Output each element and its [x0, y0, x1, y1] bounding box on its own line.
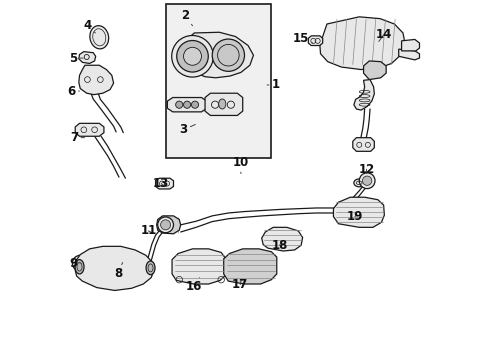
Ellipse shape — [353, 179, 364, 187]
Polygon shape — [333, 197, 384, 227]
Polygon shape — [75, 246, 154, 291]
Polygon shape — [79, 51, 96, 63]
Circle shape — [171, 36, 213, 77]
Circle shape — [72, 255, 88, 271]
Text: 18: 18 — [271, 239, 287, 252]
Circle shape — [362, 176, 371, 185]
Text: 16: 16 — [185, 278, 202, 293]
Circle shape — [176, 41, 208, 72]
Text: 6: 6 — [67, 85, 80, 98]
Text: 2: 2 — [181, 9, 192, 26]
Circle shape — [158, 217, 173, 233]
Polygon shape — [352, 138, 373, 151]
Polygon shape — [79, 65, 113, 95]
Ellipse shape — [75, 260, 84, 274]
Polygon shape — [155, 178, 173, 189]
Circle shape — [160, 220, 170, 230]
Bar — [165, 4, 271, 158]
Circle shape — [212, 39, 244, 71]
Polygon shape — [223, 249, 276, 284]
Circle shape — [183, 101, 190, 108]
Circle shape — [175, 101, 183, 108]
Polygon shape — [75, 123, 104, 136]
Polygon shape — [308, 36, 322, 45]
Circle shape — [191, 101, 198, 108]
Polygon shape — [156, 216, 180, 234]
Text: 15: 15 — [292, 32, 312, 45]
Text: 12: 12 — [358, 163, 374, 176]
Text: 3: 3 — [179, 123, 195, 136]
Polygon shape — [172, 249, 225, 284]
Text: 11: 11 — [140, 224, 156, 238]
Text: 19: 19 — [346, 210, 363, 223]
Text: 9: 9 — [69, 257, 80, 270]
Polygon shape — [261, 227, 302, 251]
Polygon shape — [204, 93, 242, 116]
Circle shape — [359, 173, 374, 189]
Circle shape — [183, 47, 201, 65]
Polygon shape — [353, 80, 373, 110]
Polygon shape — [401, 40, 419, 51]
Polygon shape — [178, 32, 253, 78]
Polygon shape — [398, 49, 419, 60]
Ellipse shape — [218, 99, 225, 109]
Text: 14: 14 — [375, 28, 391, 41]
Ellipse shape — [90, 26, 108, 49]
Circle shape — [76, 259, 84, 267]
Text: 10: 10 — [232, 156, 248, 174]
Text: 17: 17 — [232, 278, 248, 291]
Polygon shape — [363, 61, 386, 80]
Polygon shape — [167, 98, 206, 112]
Ellipse shape — [146, 261, 155, 275]
Text: 7: 7 — [70, 131, 84, 144]
Text: 13: 13 — [153, 177, 169, 190]
Polygon shape — [319, 17, 405, 69]
Text: 4: 4 — [83, 19, 95, 33]
Text: 5: 5 — [69, 51, 83, 64]
Text: 8: 8 — [114, 262, 122, 280]
Text: 1: 1 — [266, 78, 279, 91]
